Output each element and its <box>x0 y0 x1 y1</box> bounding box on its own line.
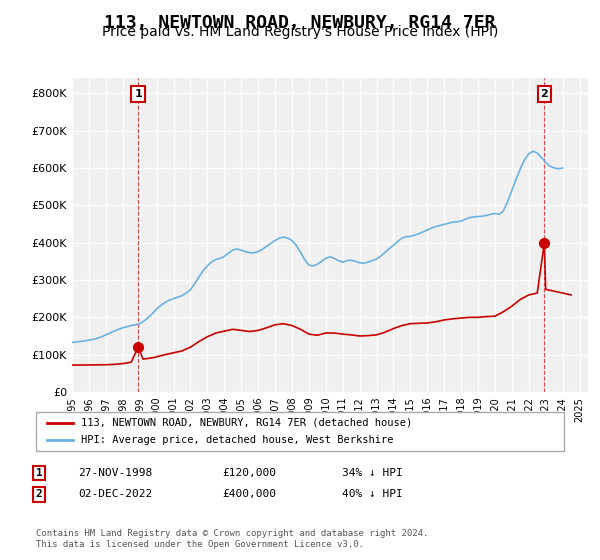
Text: £120,000: £120,000 <box>222 468 276 478</box>
Text: 1: 1 <box>134 89 142 99</box>
Text: 1: 1 <box>35 468 43 478</box>
Text: 2: 2 <box>35 489 43 500</box>
Text: 34% ↓ HPI: 34% ↓ HPI <box>342 468 403 478</box>
Text: 113, NEWTOWN ROAD, NEWBURY, RG14 7ER (detached house): 113, NEWTOWN ROAD, NEWBURY, RG14 7ER (de… <box>81 418 412 428</box>
Text: 02-DEC-2022: 02-DEC-2022 <box>78 489 152 500</box>
Text: £400,000: £400,000 <box>222 489 276 500</box>
Text: Price paid vs. HM Land Registry's House Price Index (HPI): Price paid vs. HM Land Registry's House … <box>102 25 498 39</box>
Text: Contains HM Land Registry data © Crown copyright and database right 2024.
This d: Contains HM Land Registry data © Crown c… <box>36 529 428 549</box>
Text: 2: 2 <box>541 89 548 99</box>
Text: HPI: Average price, detached house, West Berkshire: HPI: Average price, detached house, West… <box>81 435 394 445</box>
Text: 27-NOV-1998: 27-NOV-1998 <box>78 468 152 478</box>
Text: 40% ↓ HPI: 40% ↓ HPI <box>342 489 403 500</box>
FancyBboxPatch shape <box>36 412 564 451</box>
Text: 113, NEWTOWN ROAD, NEWBURY, RG14 7ER: 113, NEWTOWN ROAD, NEWBURY, RG14 7ER <box>104 14 496 32</box>
